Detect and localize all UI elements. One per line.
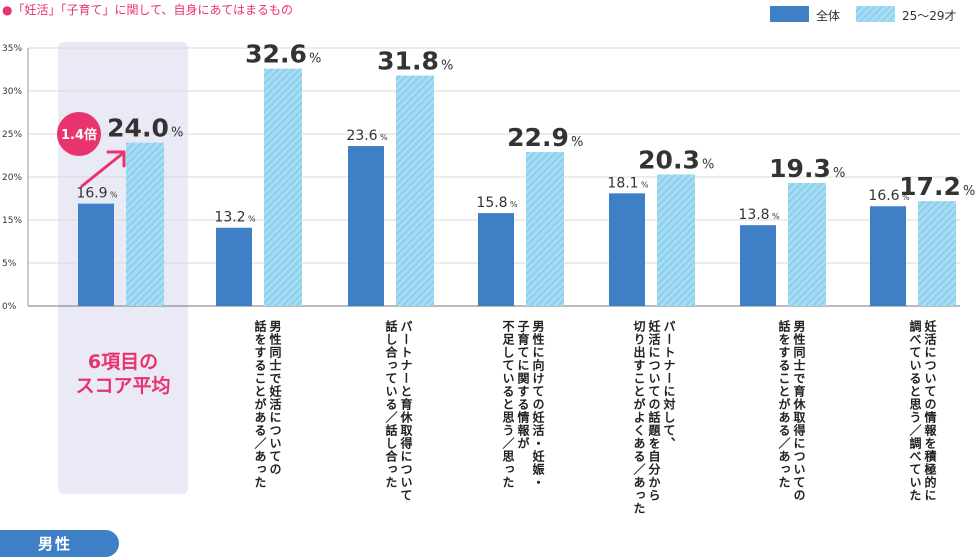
ratio-badge — [57, 112, 101, 156]
category-label-4: パートナーに対して、 妊活についての話題を自分から 切り出すことがよくある／あった — [631, 320, 676, 520]
value-unit-all-6: % — [902, 193, 910, 202]
value-label-young-5: 19.3 — [769, 154, 831, 183]
value-unit-young-1: % — [309, 52, 321, 67]
value-label-young-4: 20.3 — [638, 145, 700, 174]
bar-young-6 — [918, 201, 956, 306]
value-unit-young-2: % — [441, 59, 453, 74]
legend-swatch-all — [770, 6, 809, 22]
value-label-all-4: 18.1 — [607, 175, 638, 191]
category-label-line: 男性同士で育休取得についての — [792, 320, 806, 502]
value-label-all-3: 15.8 — [476, 195, 507, 211]
bar-young-0 — [126, 142, 164, 306]
legend-label-all: 全体 — [816, 9, 841, 23]
bar-all-0 — [78, 203, 114, 306]
value-label-young-2: 31.8 — [377, 47, 439, 76]
category-label-line: 話をすることがある／あった — [253, 320, 267, 489]
bars — [78, 68, 956, 307]
y-tick-label: 0% — [2, 302, 17, 312]
value-label-young-0: 24.0 — [107, 114, 169, 143]
y-tick-label: 35% — [2, 44, 22, 54]
bar-young-1 — [264, 68, 302, 306]
bar-young-2 — [396, 75, 434, 307]
value-labels: 16.9 %24.0 %13.2 %32.6 %23.6 %31.8 %15.8 %22.9%… — [76, 40, 975, 226]
value-label-all-2: 23.6 — [346, 128, 377, 144]
category-label-line: 妊活についての話題を自分から — [647, 320, 661, 502]
value-unit-young-3: % — [571, 135, 583, 150]
bar-all-4 — [609, 193, 645, 306]
score-average-label: 6項目の スコア平均 — [58, 350, 188, 398]
bar-all-3 — [478, 213, 514, 306]
value-unit-all-5: % — [772, 212, 780, 221]
score-average-label-line: 6項目の — [87, 351, 159, 373]
value-unit-young-6: % — [963, 184, 975, 199]
y-axis: 0% 5% 15% 20% 25% 30% 35% — [2, 44, 29, 312]
y-tick-label: 30% — [2, 87, 22, 97]
bar-all-5 — [740, 225, 776, 306]
category-label-line: 話をすることがある／あった — [777, 320, 791, 489]
value-unit-all-1: % — [248, 215, 256, 224]
ratio-arrow-shaft — [80, 152, 124, 188]
legend-label-young: 25〜29才 — [902, 9, 957, 23]
bar-young-3 — [526, 152, 564, 306]
category-label-line: 話し合っている／話し合った — [384, 320, 398, 489]
category-label-6: 妊活についての情報を積極的に 調べていると思う／調べていた — [907, 320, 937, 520]
y-tick-label: 20% — [2, 173, 22, 183]
value-label-young-3: 22.9 — [507, 123, 569, 152]
y-tick-label: 15% — [2, 216, 22, 226]
category-label-line: 調べていると思う／調べていた — [908, 320, 922, 502]
gender-badge: 男性 — [0, 530, 119, 557]
value-label-all-6: 16.6 — [868, 188, 899, 204]
value-label-all-5: 13.8 — [738, 207, 769, 223]
value-unit-all-4: % — [641, 180, 649, 189]
value-unit-young-4: % — [702, 157, 714, 172]
value-label-young-6: 17.2 — [899, 172, 961, 201]
category-label-3: 男性に向けての妊活・妊娠・ 子育てに関する情報が 不足していると思う／思った — [500, 320, 545, 520]
ratio-arrow-head — [106, 150, 126, 168]
y-tick-label: 5% — [2, 259, 17, 269]
y-tick-label: 25% — [2, 130, 22, 140]
category-label-line: 不足していると思う／思った — [501, 320, 515, 489]
bar-young-4 — [657, 174, 695, 306]
bar-all-2 — [348, 146, 384, 306]
category-label-5: 男性同士で育休取得についての 話をすることがある／あった — [776, 320, 806, 520]
category-label-2: パートナーと育休取得について 話し合っている／話し合った — [383, 320, 413, 520]
ratio-badge-text: 1.4倍 — [61, 127, 97, 143]
legend-swatch-young — [856, 6, 895, 22]
value-unit-all-3: % — [510, 200, 518, 209]
category-label-line: 子育てに関する情報が — [516, 320, 530, 450]
bar-all-6 — [870, 206, 906, 306]
value-unit-all-2: % — [380, 133, 388, 142]
category-label-line: パートナーに対して、 — [662, 320, 676, 450]
category-label-line: 男性に向けての妊活・妊娠・ — [531, 320, 545, 489]
bar-all-1 — [216, 227, 252, 306]
value-label-young-1: 32.6 — [245, 40, 307, 69]
category-label-line: パートナーと育休取得について — [399, 320, 413, 502]
category-label-1: 男性同士で妊活についての 話をすることがある／あった — [252, 320, 282, 520]
value-unit-young-5: % — [833, 166, 845, 181]
score-average-label-line: スコア平均 — [75, 375, 171, 397]
bar-young-5 — [788, 183, 826, 306]
value-label-all-1: 13.2 — [214, 210, 245, 226]
value-label-all-0: 16.9 — [76, 186, 107, 202]
value-unit-all-0: % — [110, 191, 118, 200]
value-unit-young-0: % — [171, 126, 183, 141]
category-label-line: 切り出すことがよくある／あった — [632, 320, 646, 515]
chart-header: ●「妊活」「子育て」に関して、自身にあてはまるもの — [2, 3, 294, 17]
category-label-line: 男性同士で妊活についての — [268, 320, 282, 476]
ratio-badge-group: 1.4倍 — [57, 112, 126, 188]
category-label-line: 妊活についての情報を積極的に — [923, 320, 937, 502]
score-average-label-wrap: 6項目の スコア平均 — [58, 350, 188, 460]
